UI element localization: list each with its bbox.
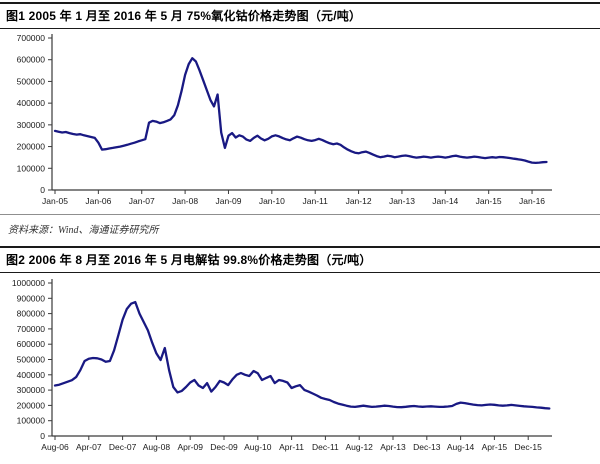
svg-text:Apr-09: Apr-09 [177, 442, 203, 452]
svg-text:Dec-11: Dec-11 [312, 442, 339, 452]
svg-text:Dec-09: Dec-09 [210, 442, 238, 452]
svg-text:Jan-11: Jan-11 [303, 196, 329, 206]
svg-text:Apr-07: Apr-07 [76, 442, 102, 452]
svg-text:Jan-15: Jan-15 [476, 196, 502, 206]
svg-text:Jan-16: Jan-16 [519, 196, 545, 206]
svg-text:Dec-07: Dec-07 [109, 442, 137, 452]
svg-text:400000: 400000 [17, 370, 46, 380]
svg-text:700000: 700000 [17, 33, 46, 43]
figure2-line-chart: 0 100000 200000 300000 400000 500000 600000 700… [12, 278, 552, 452]
svg-text:500000: 500000 [17, 355, 46, 365]
svg-text:800000: 800000 [17, 309, 46, 319]
svg-text:Aug-06: Aug-06 [41, 442, 69, 452]
svg-text:300000: 300000 [17, 385, 46, 395]
svg-text:900000: 900000 [17, 293, 46, 303]
svg-text:1000000: 1000000 [12, 278, 45, 288]
figure1-header: 图1 2005 年 1 月至 2016 年 5 月 75%氧化钴价格走势图（元/… [0, 2, 600, 29]
figure1-line-chart: 0 100000 200000 300000 400000 500000 600000 700… [17, 33, 552, 206]
svg-text:Jan-12: Jan-12 [346, 196, 372, 206]
data-source-note: 资料来源：Wind、海通证券研究所 [0, 214, 600, 236]
svg-text:Apr-13: Apr-13 [380, 442, 406, 452]
svg-text:0: 0 [40, 185, 45, 195]
svg-text:400000: 400000 [17, 98, 46, 108]
svg-text:Jan-08: Jan-08 [172, 196, 198, 206]
svg-text:600000: 600000 [17, 55, 46, 65]
svg-text:200000: 200000 [17, 400, 46, 410]
svg-text:0: 0 [40, 431, 45, 441]
svg-text:Jan-09: Jan-09 [215, 196, 241, 206]
source-text: 资料来源：Wind、海通证券研究所 [8, 225, 159, 236]
svg-text:700000: 700000 [17, 324, 46, 334]
svg-text:Jan-14: Jan-14 [432, 196, 458, 206]
svg-text:Jan-06: Jan-06 [85, 196, 111, 206]
figure1-title: 图1 2005 年 1 月至 2016 年 5 月 75%氧化钴价格走势图（元/… [6, 9, 362, 23]
svg-text:Aug-14: Aug-14 [447, 442, 475, 452]
svg-text:Jan-05: Jan-05 [42, 196, 68, 206]
svg-text:Apr-11: Apr-11 [279, 442, 304, 452]
svg-text:Aug-12: Aug-12 [345, 442, 373, 452]
svg-text:Jan-10: Jan-10 [259, 196, 285, 206]
svg-text:200000: 200000 [17, 142, 46, 152]
svg-text:300000: 300000 [17, 120, 46, 130]
svg-text:Jan-13: Jan-13 [389, 196, 415, 206]
svg-text:Dec-15: Dec-15 [514, 442, 542, 452]
svg-text:Aug-10: Aug-10 [244, 442, 272, 452]
svg-text:600000: 600000 [17, 339, 46, 349]
svg-text:Jan-07: Jan-07 [129, 196, 155, 206]
svg-text:Dec-13: Dec-13 [413, 442, 441, 452]
svg-text:100000: 100000 [17, 163, 46, 173]
svg-text:Apr-15: Apr-15 [482, 442, 508, 452]
figure2-title: 图2 2006 年 8 月至 2016 年 5 月电解钴 99.8%价格走势图（… [6, 253, 372, 267]
svg-text:500000: 500000 [17, 76, 46, 86]
figure2-header: 图2 2006 年 8 月至 2016 年 5 月电解钴 99.8%价格走势图（… [0, 246, 600, 273]
svg-text:100000: 100000 [17, 416, 46, 426]
svg-text:Aug-08: Aug-08 [143, 442, 171, 452]
